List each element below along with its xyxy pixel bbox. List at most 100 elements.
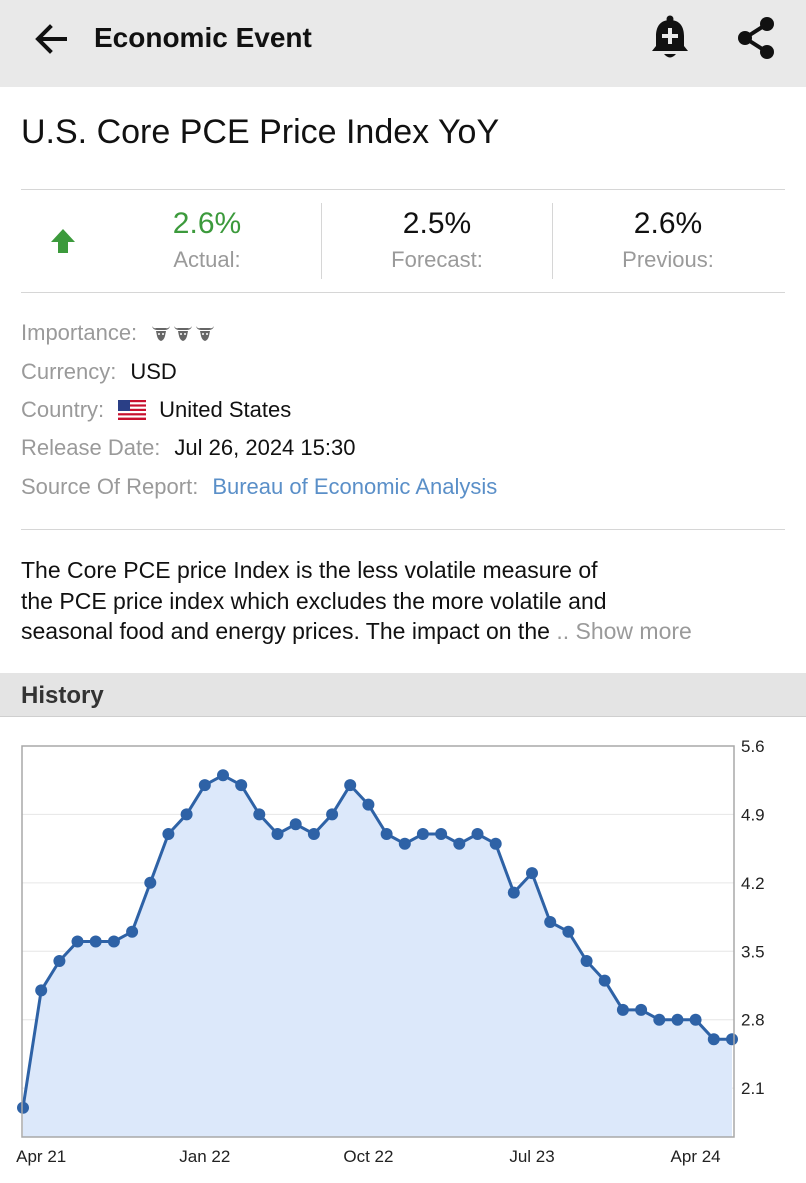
country-label: Country: [21,397,105,422]
data-point [726,1033,738,1046]
data-point [671,1013,684,1026]
event-title: U.S. Core PCE Price Index YoY [21,113,500,151]
data-point [544,916,557,928]
bull-icon [152,326,171,341]
y-tick-label: 2.1 [741,1079,765,1098]
history-section-header: History [0,673,806,717]
x-tick-label: Apr 24 [671,1147,721,1166]
previous-stat: 2.6% Previous: [553,205,783,275]
back-button[interactable] [28,16,74,62]
country-row: Country: United States [21,395,291,425]
country-value: United States [159,397,292,422]
stat-separator [321,203,322,279]
show-more-link[interactable]: .. Show more [556,618,692,644]
data-point [616,1003,629,1016]
data-point [17,1101,29,1114]
top-app-bar: Economic Event [0,0,806,87]
data-point [289,818,302,831]
data-point [398,837,411,850]
bull-icon [196,326,215,341]
back-arrow-icon [35,24,67,54]
y-tick-label: 2.8 [741,1011,765,1030]
data-point [453,837,466,850]
x-tick-label: Jan 22 [179,1147,230,1166]
data-point [416,828,429,840]
previous-label: Previous: [622,247,714,272]
forecast-stat: 2.5% Forecast: [322,205,552,275]
forecast-value: 2.5% [402,207,472,240]
data-point [435,828,448,840]
data-point [689,1013,702,1026]
data-point [489,837,502,850]
data-point [35,984,48,997]
add-alert-button[interactable] [644,12,696,64]
data-point [471,828,484,840]
data-point [653,1013,666,1026]
data-point [362,798,375,811]
data-point [598,974,611,987]
importance-row: Importance: [21,318,215,348]
y-tick-label: 5.6 [741,737,765,756]
data-point [198,779,211,792]
data-point [53,955,66,967]
data-point [507,886,520,899]
x-tick-label: Apr 21 [16,1147,66,1166]
plot-border [21,745,735,1138]
data-point [635,1003,648,1016]
y-tick-label: 4.9 [741,805,765,824]
add-alert-bell-icon [652,15,688,58]
source-link[interactable]: Bureau of Economic Analysis [212,474,498,499]
series-line [21,773,732,1108]
data-point [144,876,157,889]
share-icon [738,17,774,59]
x-tick-label: Jul 23 [509,1147,554,1166]
us-flag-icon [118,400,147,420]
data-point [126,925,139,938]
stat-separator [552,203,553,279]
description-line: seasonal food and energy prices. The imp… [21,616,791,647]
previous-value: 2.6% [633,207,703,240]
currency-row: Currency: USD [21,357,177,387]
importance-rating [151,324,215,342]
description-line: the PCE price index which excludes the m… [21,587,607,614]
release-date-label: Release Date: [21,435,161,460]
data-point [162,828,175,840]
y-tick-label: 4.2 [741,874,765,893]
actual-label: Actual: [173,247,241,272]
bull-icon [174,326,193,341]
history-chart[interactable]: 5.6 4.9 4.2 3.5 2.8 2.1 Apr 21 Jan 22 Oct 22 Jul … [0,730,806,1183]
source-row: Source Of Report: Bureau of Economic Ana… [21,472,497,502]
data-point [707,1033,720,1046]
importance-label: Importance: [21,320,138,345]
data-point [89,935,102,948]
divider [21,189,785,190]
data-point [380,828,393,840]
up-arrow-icon [51,229,75,253]
release-date-row: Release Date: Jul 26, 2024 15:30 [21,433,355,463]
data-point [235,779,248,792]
currency-label: Currency: [21,359,117,384]
source-label: Source Of Report: [21,474,199,499]
actual-stat: 2.6% Actual: [92,205,322,275]
actual-value: 2.6% [172,207,242,240]
event-description: The Core PCE price Index is the less vol… [21,555,791,647]
release-date-value: Jul 26, 2024 15:30 [174,435,356,460]
data-point [562,925,575,938]
data-point [307,828,320,840]
data-point [326,808,339,821]
data-point [71,935,84,948]
y-tick-label: 3.5 [741,942,765,961]
data-point [107,935,120,948]
divider [21,292,785,293]
forecast-label: Forecast: [391,247,483,272]
data-point [180,808,193,821]
area-fill [23,775,732,1137]
divider [21,529,785,530]
data-point [344,779,357,792]
data-point [580,955,593,967]
description-line: The Core PCE price Index is the less vol… [21,557,598,583]
page-title: Economic Event [94,22,312,53]
share-button[interactable] [730,12,782,64]
data-point [217,769,229,782]
currency-value: USD [130,359,177,384]
